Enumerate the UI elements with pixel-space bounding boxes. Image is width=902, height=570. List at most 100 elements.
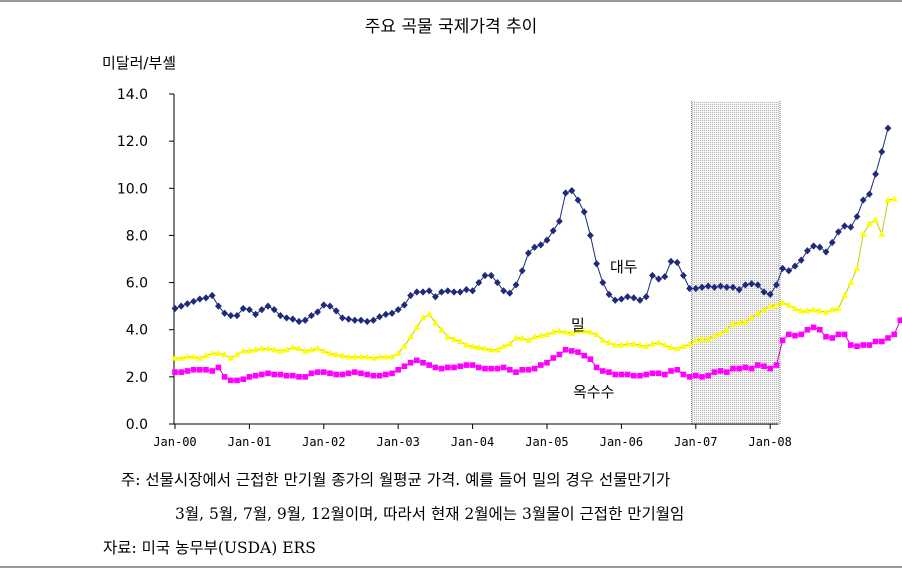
series-1-point (413, 323, 421, 330)
series-0-point (481, 271, 489, 280)
series-1-point (890, 195, 898, 202)
series-2-point (531, 365, 538, 372)
series-2-point (389, 370, 395, 377)
series-0-point (574, 196, 582, 204)
series-0-point (339, 314, 346, 322)
series-2-point (302, 374, 308, 380)
series-0-point (419, 288, 427, 296)
series-label: 밀 (571, 316, 585, 334)
series-2-point (587, 356, 594, 362)
series-2-point (525, 366, 532, 373)
line-chart: 14.0 12.0 10.0 8.0 6.0 4.0 2.0 0.0 Jan-00 Jan-01 J… (117, 87, 902, 449)
series-1-point (363, 353, 371, 360)
series-0-point (444, 287, 452, 295)
y-tick-label: 0.0 (126, 417, 148, 433)
series-1-point (661, 341, 669, 348)
y-tick-label: 2.0 (126, 370, 148, 386)
series-1-point (314, 344, 321, 352)
series-1-point (320, 347, 328, 354)
series-0-point (270, 306, 278, 314)
series-0-point (618, 295, 625, 303)
series-0-point (773, 281, 780, 289)
series-1-point (208, 349, 216, 356)
series-0-point (630, 294, 638, 302)
series-2-point (835, 331, 842, 338)
series-0-point (308, 311, 315, 320)
series-0-point (425, 287, 433, 295)
series-0-point (190, 297, 197, 306)
series-1-point (748, 314, 755, 321)
series-0-point (413, 288, 421, 296)
series-1-point (233, 350, 241, 358)
series-0-point (599, 278, 607, 287)
series-0-point (587, 231, 594, 240)
series-1-point (810, 306, 817, 313)
series-2-point (736, 365, 742, 372)
series-2-point (252, 372, 259, 379)
series-2-point (488, 365, 494, 372)
series-1-point (370, 354, 377, 361)
series-0-point (475, 278, 483, 287)
series-0-point (326, 302, 334, 310)
series-0-point (704, 282, 712, 290)
series-1-point (246, 347, 253, 354)
x-tick-label: Jan-02 (302, 435, 345, 449)
series-1-point (611, 341, 619, 348)
series-1-point (587, 328, 594, 335)
series-1-point (475, 343, 483, 350)
series-0-point (525, 249, 532, 257)
series-0-point (487, 271, 495, 280)
series-1-point (580, 327, 588, 334)
series-1-point (667, 343, 675, 350)
series-2-point (798, 331, 804, 338)
series-2-point (618, 371, 625, 378)
series-0-point (432, 293, 439, 301)
series-2-point (352, 369, 358, 375)
series-1-point (779, 299, 786, 306)
series-2-point (308, 370, 315, 377)
series-0-point (785, 267, 793, 275)
series-2-point (395, 366, 401, 373)
series-0-point (711, 283, 718, 291)
y-tick-label: 10.0 (117, 181, 148, 197)
series-1-point (518, 334, 526, 341)
series-1-point (295, 344, 303, 352)
x-tick-label: Jan-08 (749, 435, 792, 449)
series-0-point (624, 293, 631, 301)
series-2-point (705, 372, 711, 379)
series-2-point (699, 374, 705, 380)
series-2-point (339, 371, 346, 378)
series-0-point (264, 302, 272, 310)
series-1-point (190, 353, 197, 360)
series-0-point (518, 267, 526, 275)
series-2-point (420, 359, 426, 366)
series-0-point (196, 295, 204, 303)
series-2-point (612, 371, 618, 378)
series-1-point (686, 340, 693, 347)
series-1-point (301, 347, 309, 354)
series-1-point (636, 341, 644, 348)
series-2-point (655, 370, 662, 377)
series-1-point (177, 354, 185, 361)
series-0-point (642, 293, 650, 301)
series-2-point (556, 351, 563, 358)
series-2-point (593, 364, 600, 371)
series-1-point (252, 346, 259, 353)
series-0-point (301, 316, 309, 324)
series-2-point (383, 371, 389, 378)
series-1-point (841, 291, 848, 299)
series-0-point (184, 300, 191, 308)
series-0-point (500, 287, 507, 295)
series-label: 대두 (610, 258, 638, 276)
series-0-point (283, 314, 290, 322)
source-note: 자료: 미국 농무부(USDA) ERS (103, 539, 316, 557)
series-2-point (513, 369, 519, 375)
series-2-point (829, 335, 835, 341)
series-1-point (394, 349, 402, 356)
series-2-point (823, 333, 829, 340)
series-1-point (562, 328, 569, 335)
series-0-point (661, 273, 669, 281)
series-2-point (407, 359, 414, 366)
series-1-point (859, 230, 867, 237)
series-2-point (631, 372, 637, 379)
